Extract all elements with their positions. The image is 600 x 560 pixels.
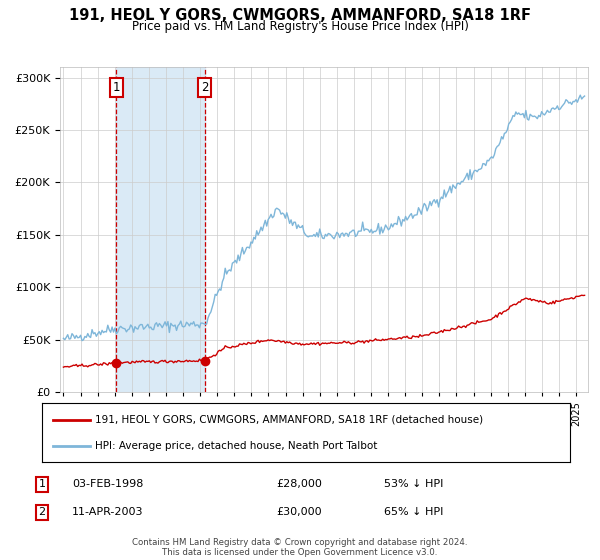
Text: 2: 2 (38, 507, 46, 517)
Text: 1: 1 (112, 81, 120, 94)
Text: HPI: Average price, detached house, Neath Port Talbot: HPI: Average price, detached house, Neat… (95, 441, 377, 451)
Text: 65% ↓ HPI: 65% ↓ HPI (384, 507, 443, 517)
Text: 191, HEOL Y GORS, CWMGORS, AMMANFORD, SA18 1RF: 191, HEOL Y GORS, CWMGORS, AMMANFORD, SA… (69, 8, 531, 24)
Text: Price paid vs. HM Land Registry's House Price Index (HPI): Price paid vs. HM Land Registry's House … (131, 20, 469, 32)
Text: 191, HEOL Y GORS, CWMGORS, AMMANFORD, SA18 1RF (detached house): 191, HEOL Y GORS, CWMGORS, AMMANFORD, SA… (95, 414, 483, 424)
Text: 53% ↓ HPI: 53% ↓ HPI (384, 479, 443, 489)
Text: 2: 2 (201, 81, 208, 94)
Text: 11-APR-2003: 11-APR-2003 (72, 507, 143, 517)
Bar (116, 67, 205, 392)
Text: 03-FEB-1998: 03-FEB-1998 (72, 479, 143, 489)
Text: Contains HM Land Registry data © Crown copyright and database right 2024.
This d: Contains HM Land Registry data © Crown c… (132, 538, 468, 557)
Text: 1: 1 (38, 479, 46, 489)
Text: £30,000: £30,000 (276, 507, 322, 517)
Text: £28,000: £28,000 (276, 479, 322, 489)
